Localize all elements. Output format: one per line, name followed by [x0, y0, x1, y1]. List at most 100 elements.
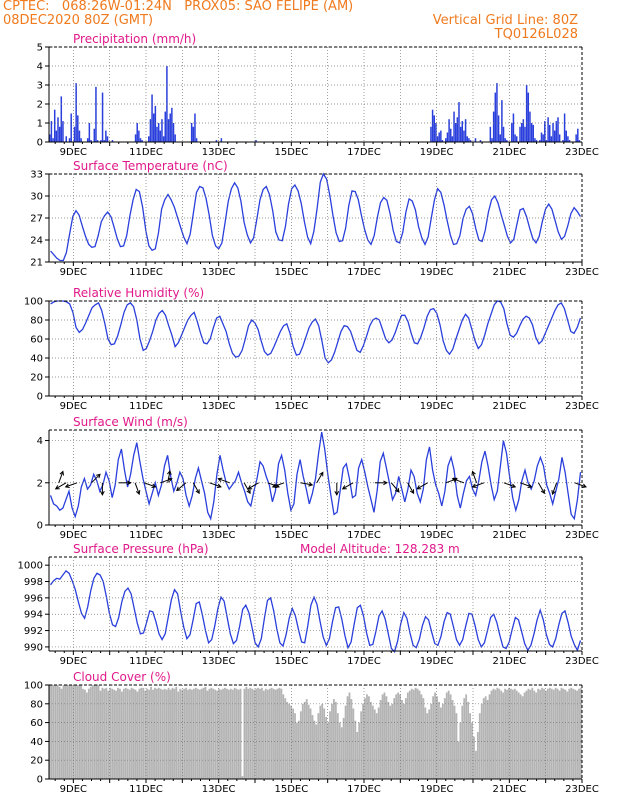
x-tick-label: 9DEC	[60, 147, 87, 158]
bar	[433, 115, 435, 142]
bar	[471, 722, 473, 779]
y-tick-label: 994	[24, 610, 43, 621]
wind-arrow-head	[217, 477, 223, 483]
x-tick-label: 15DEC	[274, 401, 308, 412]
bar	[451, 136, 454, 142]
bar	[49, 685, 51, 779]
bar	[440, 130, 442, 142]
bar	[177, 691, 180, 779]
bar	[576, 690, 578, 779]
bar	[149, 119, 152, 142]
bar	[231, 689, 234, 779]
bar	[75, 83, 77, 142]
bar	[87, 688, 90, 779]
wind-arrow-head	[511, 483, 517, 488]
bar	[567, 136, 569, 142]
x-tick-label: 19DEC	[420, 784, 454, 795]
y-tick-label: 0	[37, 392, 43, 403]
bar	[65, 136, 67, 142]
bar	[496, 687, 499, 779]
wind-arrow	[176, 482, 187, 491]
x-tick-label: 11DEC	[129, 147, 163, 158]
bar	[385, 696, 388, 779]
x-tick-label: 17DEC	[347, 401, 381, 412]
bar	[333, 699, 335, 779]
bar	[173, 688, 176, 779]
bar	[539, 689, 541, 779]
bar	[317, 713, 320, 779]
y-tick-label: 5	[37, 43, 43, 54]
bar	[195, 138, 198, 142]
bar	[128, 689, 131, 779]
bar	[459, 126, 462, 142]
bar	[484, 696, 487, 779]
y-tick-label: 24	[30, 236, 43, 247]
bar	[525, 85, 528, 142]
bar	[566, 691, 569, 779]
bar	[55, 130, 58, 142]
bar	[465, 694, 468, 779]
bar	[414, 687, 417, 779]
bar	[436, 136, 439, 142]
wind-arrow	[300, 482, 313, 486]
bar	[185, 687, 187, 779]
bar	[340, 727, 343, 779]
panel-title-0: Precipitation (mm/h)	[73, 32, 196, 46]
wind-arrow	[58, 471, 64, 483]
wind-arrow-head	[271, 483, 277, 488]
bar	[510, 688, 512, 779]
bar	[164, 111, 167, 142]
x-tick-label: 19DEC	[420, 401, 454, 412]
bar	[428, 709, 431, 779]
bar	[73, 126, 76, 142]
wind-arrow	[65, 482, 78, 488]
wind-arrow	[390, 482, 400, 493]
bar	[522, 119, 525, 142]
bar	[478, 713, 481, 779]
bar	[249, 687, 252, 779]
bar	[105, 687, 108, 779]
bar	[78, 130, 81, 142]
bar	[152, 113, 155, 142]
bar	[395, 694, 398, 779]
x-tick-label: 13DEC	[202, 656, 236, 667]
bar	[490, 690, 493, 779]
wind-arrow-head	[167, 477, 173, 483]
bar	[418, 690, 421, 779]
wind-arrow-head	[59, 470, 64, 476]
header-run-id: TQ0126L028	[494, 27, 578, 42]
bar	[167, 119, 170, 142]
bar	[431, 109, 434, 142]
wind-arrow-head	[64, 483, 70, 488]
bar	[157, 687, 160, 779]
bar	[237, 689, 240, 779]
bar	[356, 732, 359, 779]
bar	[500, 690, 503, 779]
bar	[479, 140, 482, 142]
panel-title-2: Relative Humidity (%)	[73, 286, 204, 300]
bar	[499, 134, 501, 142]
wind-arrow-head	[334, 491, 340, 496]
bar	[151, 94, 153, 142]
bar	[375, 713, 378, 779]
bar	[311, 715, 314, 779]
x-tick-label: 9DEC	[60, 267, 87, 278]
x-tick-label: 23DEC	[565, 267, 599, 278]
x-tick-label: 13DEC	[202, 784, 236, 795]
bar	[198, 689, 201, 779]
bar	[464, 119, 467, 142]
x-tick-label: 9DEC	[60, 530, 87, 541]
x-tick-label: 9DEC	[60, 656, 87, 667]
x-tick-label: 11DEC	[129, 530, 163, 541]
y-tick-label: 33	[30, 170, 43, 181]
bar	[54, 685, 57, 779]
x-tick-label: 15DEC	[274, 656, 308, 667]
bar	[521, 696, 524, 779]
bar	[194, 113, 196, 142]
panel-title-4: Surface Pressure (hPa)	[73, 542, 209, 556]
bar	[212, 688, 215, 779]
y-tick-label: 60	[30, 718, 43, 729]
bar	[103, 140, 105, 142]
y-tick-label: 20	[30, 756, 43, 767]
bar	[463, 130, 465, 142]
